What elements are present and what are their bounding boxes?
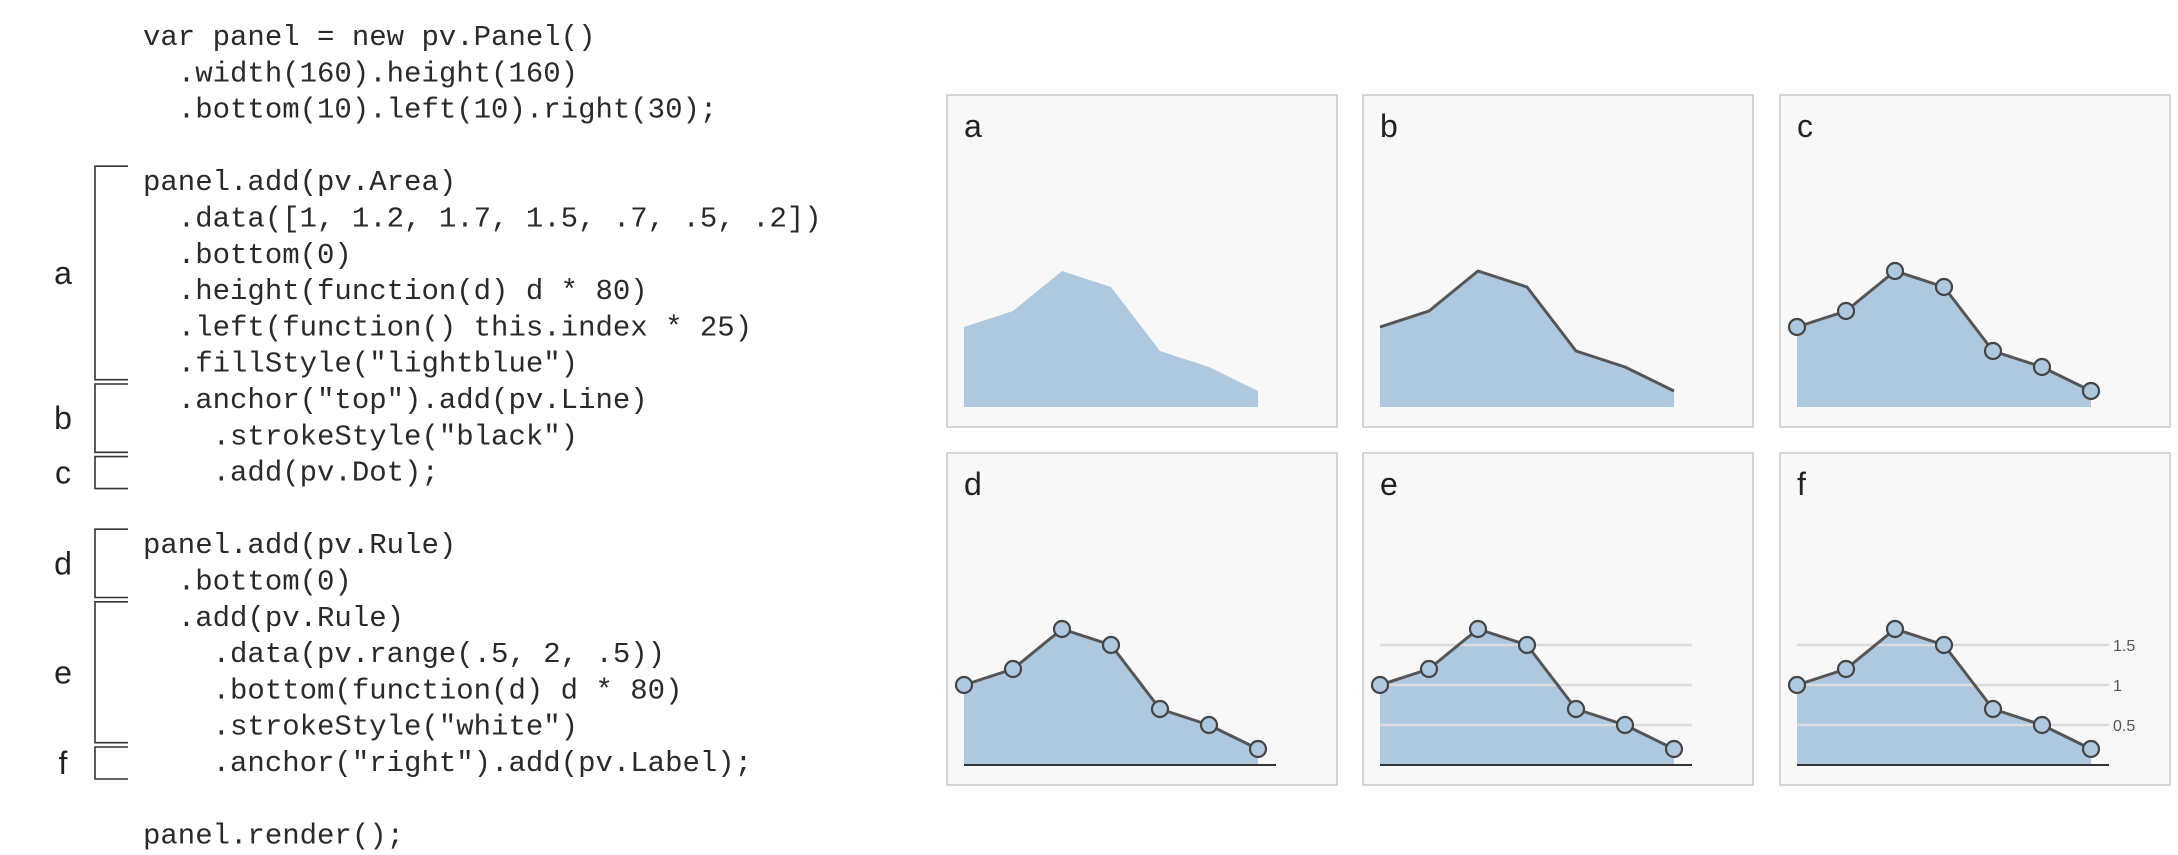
section-bracket-a bbox=[94, 165, 128, 381]
dot-mark bbox=[1885, 261, 1905, 281]
code-line: .add(pv.Dot); bbox=[143, 457, 439, 490]
dot-mark bbox=[1787, 317, 1807, 337]
dot-mark bbox=[1052, 619, 1072, 639]
dot-mark bbox=[1199, 715, 1219, 735]
dot-mark bbox=[1101, 635, 1121, 655]
dot-mark bbox=[1468, 619, 1488, 639]
area-mark bbox=[964, 271, 1258, 407]
dot-mark bbox=[2081, 739, 2101, 759]
section-label-a: a bbox=[54, 255, 72, 291]
dot-mark bbox=[1836, 659, 1856, 679]
code-line: .bottom(0) bbox=[143, 239, 352, 272]
dot-mark bbox=[2032, 715, 2052, 735]
dot-mark bbox=[1370, 675, 1390, 695]
area-mark bbox=[1380, 629, 1674, 765]
dot-mark bbox=[1517, 635, 1537, 655]
code-line: panel.add(pv.Rule) bbox=[143, 529, 456, 562]
dot-mark bbox=[1419, 659, 1439, 679]
area-mark bbox=[1797, 271, 2091, 407]
code-line: panel.add(pv.Area) bbox=[143, 166, 456, 199]
section-label-b: b bbox=[54, 400, 72, 436]
dot-mark bbox=[1885, 619, 1905, 639]
section-brackets: a bc d e f bbox=[54, 165, 128, 781]
dot-mark bbox=[1566, 699, 1586, 719]
example-panels: a b c d e 0.5 1 1.5 f bbox=[946, 94, 2171, 786]
code-line: var panel = new pv.Panel() bbox=[143, 21, 595, 54]
panel-label: d bbox=[964, 466, 982, 502]
rule-label: 0.5 bbox=[2113, 718, 2135, 735]
code-line: panel.render(); bbox=[143, 820, 404, 853]
panel-f: 0.5 1 1.5 f bbox=[1779, 452, 2171, 786]
rule-label: 1.5 bbox=[2113, 638, 2135, 655]
code-line: .bottom(10).left(10).right(30); bbox=[143, 94, 717, 127]
panel-label: b bbox=[1380, 108, 1398, 144]
panel-label: f bbox=[1797, 466, 1806, 502]
dot-mark bbox=[1615, 715, 1635, 735]
code-line: .strokeStyle("black") bbox=[143, 420, 578, 453]
rule-label: 1 bbox=[2113, 678, 2122, 695]
code-line: .anchor("right").add(pv.Label); bbox=[143, 747, 752, 780]
code-line: .add(pv.Rule) bbox=[143, 602, 404, 635]
code-line: .left(function() this.index * 25) bbox=[143, 311, 752, 344]
code-line: .width(160).height(160) bbox=[143, 57, 578, 90]
section-bracket-c bbox=[94, 455, 128, 490]
panel-label: e bbox=[1380, 466, 1398, 502]
dot-mark bbox=[954, 675, 974, 695]
section-bracket-e bbox=[94, 601, 128, 744]
area-mark bbox=[1380, 271, 1674, 407]
dot-mark bbox=[1983, 341, 2003, 361]
code-line: .bottom(function(d) d * 80) bbox=[143, 674, 683, 707]
line-mark bbox=[1379, 269, 1675, 393]
dot-mark bbox=[1003, 659, 1023, 679]
code-line: .height(function(d) d * 80) bbox=[143, 275, 648, 308]
area-mark bbox=[964, 629, 1258, 765]
code-line: .bottom(0) bbox=[143, 566, 352, 599]
dot-mark bbox=[2081, 381, 2101, 401]
code-line: .data([1, 1.2, 1.7, 1.5, .7, .5, .2]) bbox=[143, 203, 822, 236]
panel-label: c bbox=[1797, 108, 1813, 144]
code-line: .fillStyle("lightblue") bbox=[143, 348, 578, 381]
section-bracket-d bbox=[94, 528, 128, 599]
section-label-d: d bbox=[54, 545, 72, 581]
code-line: .anchor("top").add(pv.Line) bbox=[143, 384, 648, 417]
panel-a: a bbox=[946, 94, 1338, 428]
area-mark bbox=[1797, 629, 2091, 765]
panel-e: e bbox=[1362, 452, 1754, 786]
code-line: .data(pv.range(.5, 2, .5)) bbox=[143, 638, 665, 671]
panel-b: b bbox=[1362, 94, 1754, 428]
code-line: .strokeStyle("white") bbox=[143, 711, 578, 744]
dot-mark bbox=[1664, 739, 1684, 759]
dot-mark bbox=[1150, 699, 1170, 719]
dot-mark bbox=[1248, 739, 1268, 759]
dot-mark bbox=[1983, 699, 2003, 719]
dot-mark bbox=[1836, 301, 1856, 321]
dot-mark bbox=[1787, 675, 1807, 695]
panel-c: c bbox=[1779, 94, 2171, 428]
dot-mark bbox=[1934, 635, 1954, 655]
section-label-f: f bbox=[59, 745, 68, 781]
panel-label: a bbox=[964, 108, 982, 144]
section-bracket-f bbox=[94, 746, 128, 780]
dot-mark bbox=[1934, 277, 1954, 297]
section-label-c: c bbox=[55, 455, 71, 491]
section-bracket-b bbox=[94, 383, 128, 454]
panel-d: d bbox=[946, 452, 1338, 786]
section-label-e: e bbox=[54, 654, 72, 690]
dot-mark bbox=[2032, 357, 2052, 377]
code-listing: var panel = new pv.Panel() .width(160).h… bbox=[143, 21, 822, 853]
